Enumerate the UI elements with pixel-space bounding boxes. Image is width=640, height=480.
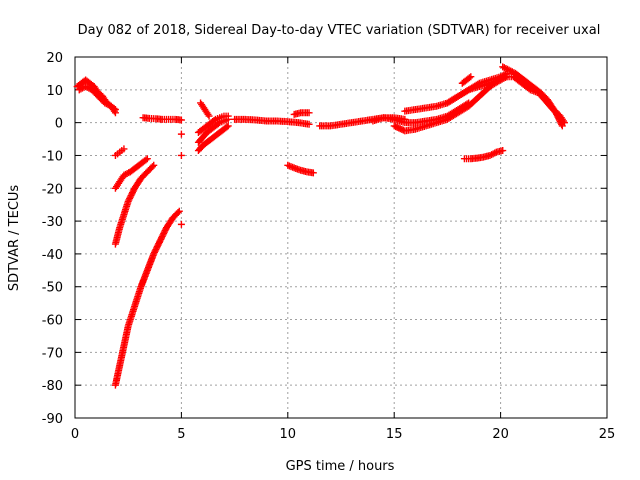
- series-isolated-points: [177, 130, 185, 228]
- data-point: [305, 120, 313, 128]
- data-point: [142, 156, 150, 164]
- data-point: [396, 125, 404, 133]
- y-tick-label: -50: [42, 281, 63, 296]
- chart-title: Day 082 of 2018, Sidereal Day-to-day VTE…: [78, 23, 601, 38]
- data-point: [150, 161, 158, 169]
- x-tick-label: 15: [386, 427, 403, 442]
- series-arc-20h-to-23h-b: [503, 73, 566, 130]
- x-tick-label: 0: [71, 427, 79, 442]
- data-point: [398, 125, 406, 133]
- data-point: [175, 207, 183, 215]
- y-tick-label: -80: [42, 379, 63, 394]
- data-point: [174, 209, 182, 217]
- series-arc-deep: [111, 207, 183, 389]
- series-arc-10h-low: [284, 161, 317, 177]
- series-cluster-6h-mid: [194, 115, 232, 146]
- x-tick-label: 10: [280, 427, 297, 442]
- x-tick-label: 5: [177, 427, 185, 442]
- y-tick-label: -90: [42, 412, 63, 427]
- data-point: [499, 147, 507, 155]
- series-arc-early-mid: [75, 83, 119, 117]
- y-tick-label: -20: [42, 182, 63, 197]
- y-tick-label: -70: [42, 346, 63, 361]
- data-point: [224, 115, 232, 123]
- plot-frame: [74, 56, 608, 419]
- data-point: [210, 116, 218, 124]
- series-arc-short-2h: [111, 145, 128, 159]
- data-point: [223, 123, 231, 131]
- series-arc-10h-to-11h: [290, 109, 313, 118]
- data-point: [558, 122, 566, 130]
- data-point: [309, 169, 317, 177]
- y-tick-label: -30: [42, 215, 63, 230]
- data-point: [491, 149, 499, 157]
- data-point: [395, 124, 403, 132]
- y-tick-label: -10: [42, 149, 63, 164]
- data-point: [214, 120, 222, 128]
- y-axis-title: SDTVAR / TECUs: [7, 185, 22, 292]
- series-arc-17h-to-20h: [443, 69, 511, 107]
- series-arc-18h-peak: [458, 73, 475, 87]
- x-tick-label: 25: [599, 427, 616, 442]
- data-point: [465, 74, 473, 82]
- series-cluster-6h-spike: [197, 99, 213, 120]
- axis-ticks: [74, 56, 608, 419]
- data-point: [305, 109, 313, 117]
- series-arc-7h-to-11h: [231, 115, 313, 128]
- data-point: [392, 123, 400, 131]
- series-arc-2h-to-4h: [111, 161, 158, 248]
- data-point: [111, 109, 119, 117]
- series-cluster-6h-low: [194, 122, 232, 155]
- x-tick-label: 20: [492, 427, 509, 442]
- series-arc-3h-to-5h: [139, 114, 185, 124]
- y-tick-label: -40: [42, 248, 63, 263]
- y-tick-label: 10: [46, 84, 63, 99]
- data-point: [393, 123, 401, 131]
- data-point: [177, 220, 185, 228]
- x-axis-title: GPS time / hours: [286, 459, 395, 474]
- tick-labels: 0 5 10 15 20 25 -90 -80 -70 -60 -50 -40 -30 -20 -10 0 10…: [42, 51, 616, 442]
- data-point: [143, 155, 151, 163]
- data-series: [73, 63, 568, 389]
- y-tick-label: 20: [46, 51, 63, 66]
- data-point: [120, 145, 128, 153]
- data-point: [390, 122, 398, 130]
- data-point: [558, 120, 566, 128]
- y-tick-label: -60: [42, 314, 63, 329]
- data-point: [177, 116, 185, 124]
- data-point: [148, 163, 156, 171]
- data-point: [177, 130, 185, 138]
- y-tick-label: 0: [55, 117, 63, 132]
- data-point: [205, 112, 213, 120]
- series-arc-2h-to-3h: [111, 155, 151, 192]
- series-arc-18h-low: [460, 147, 507, 163]
- data-point: [224, 122, 232, 130]
- data-point: [467, 73, 475, 81]
- data-point: [177, 151, 185, 159]
- data-point: [474, 80, 482, 88]
